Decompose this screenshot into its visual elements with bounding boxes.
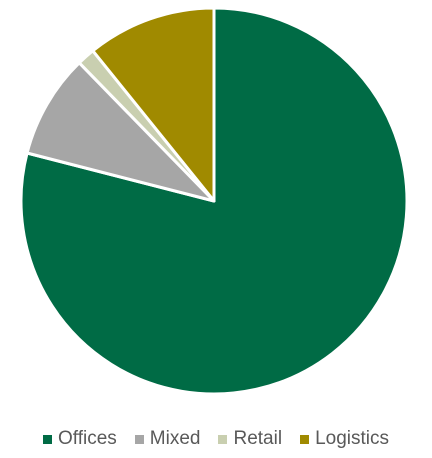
pie-slice-mixed [25, 61, 216, 203]
legend: Offices Mixed Retail Logistics [0, 428, 432, 450]
legend-label-offices: Offices [58, 428, 117, 449]
legend-swatch-logistics [300, 434, 310, 444]
legend-label-retail: Retail [233, 428, 283, 449]
legend-item-retail: Retail [218, 428, 282, 450]
pie-plot-area [19, 6, 409, 396]
legend-item-mixed: Mixed [134, 428, 201, 450]
pie-slice-logistics [91, 6, 216, 203]
legend-swatch-mixed [134, 434, 144, 444]
legend-swatch-retail [218, 434, 228, 444]
legend-label-mixed: Mixed [149, 428, 201, 449]
pie-slice-offices [19, 6, 409, 396]
legend-label-logistics: Logistics [315, 428, 389, 449]
legend-swatch-offices [43, 434, 53, 444]
legend-item-offices: Offices [43, 428, 117, 450]
legend-item-logistics: Logistics [300, 428, 389, 450]
